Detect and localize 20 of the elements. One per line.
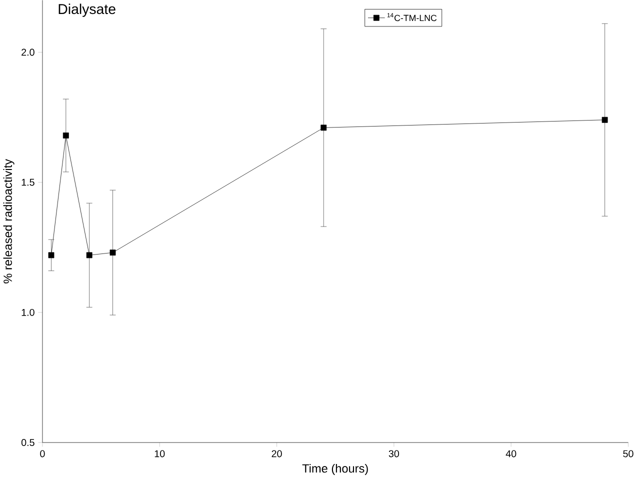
x-tick-label: 50 (623, 450, 634, 458)
y-tick-label: 1.0 (22, 308, 34, 316)
point (62, 132, 69, 138)
point (86, 252, 92, 258)
point (110, 250, 116, 256)
point (320, 124, 327, 131)
y-tick-label: 1.5 (22, 178, 34, 186)
x-tick-label: 0 (40, 450, 45, 458)
y-tick-label: 0.5 (21, 438, 34, 446)
x-tick-label: 20 (272, 450, 282, 458)
point (602, 116, 608, 123)
y-axis-title: % released radioactivity (3, 158, 14, 284)
x-axis-title: Time (hours) (302, 464, 368, 475)
x-tick-label: 40 (506, 450, 516, 458)
x-tick-label: 30 (388, 450, 400, 458)
y-tick-label: 2.0 (22, 48, 34, 56)
x-tick-label: 10 (154, 450, 165, 458)
chart-title: Dialysate (58, 4, 116, 17)
point (48, 252, 54, 258)
legend-label: $^{14}$C-TM-LNC (387, 13, 437, 21)
